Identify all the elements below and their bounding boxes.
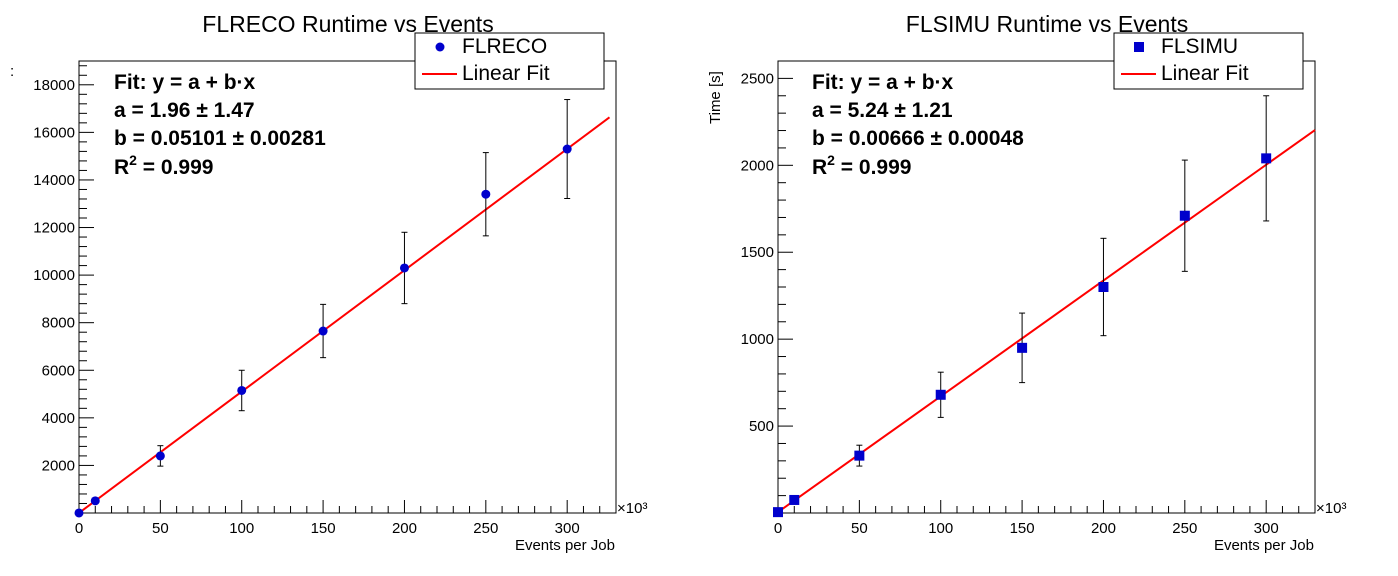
chart-panel-flsimu: FLSIMU Runtime vs Events Time [s] 0 50 100… bbox=[707, 11, 1346, 554]
y-tick-label: 1000 bbox=[741, 331, 774, 348]
legend-box bbox=[414, 32, 605, 90]
fit-param-b: b = 0.00666 ± 0.00048 bbox=[812, 127, 1024, 150]
data-point bbox=[562, 144, 572, 154]
x-tick-label: 100 bbox=[928, 520, 953, 537]
data-point bbox=[237, 385, 247, 395]
y-tick-label: 2500 bbox=[741, 70, 774, 87]
x-tick-label: 0 bbox=[774, 520, 782, 537]
data-point bbox=[789, 494, 800, 505]
x-tick-label: 200 bbox=[1091, 520, 1116, 537]
plot-frame bbox=[78, 60, 617, 514]
y-tick-label: 8000 bbox=[42, 315, 75, 332]
legend-fit-label: Linear Fit bbox=[462, 62, 550, 85]
x-axis-label: Events per Job bbox=[515, 537, 615, 554]
y-tick-label: 18000 bbox=[33, 77, 75, 94]
y-axis-label: Time [s] bbox=[707, 71, 724, 124]
x-multiplier-label: ×10³ bbox=[617, 500, 647, 517]
data-points-group bbox=[773, 95, 1272, 518]
data-point bbox=[155, 451, 165, 461]
x-tick-label: 200 bbox=[392, 520, 417, 537]
x-tick-label: 50 bbox=[851, 520, 868, 537]
data-point bbox=[90, 496, 100, 506]
x-tick-label: 300 bbox=[1254, 520, 1279, 537]
x-tick-label: 300 bbox=[555, 520, 580, 537]
data-point bbox=[1017, 342, 1028, 353]
data-point bbox=[1179, 210, 1190, 221]
fit-r-squared: R2 = 0.999 bbox=[812, 152, 911, 179]
y-tick-label: 4000 bbox=[42, 410, 75, 427]
y-tick-label: 500 bbox=[749, 418, 774, 435]
y-axis-label-fragment: : bbox=[10, 63, 14, 80]
legend-box bbox=[1113, 32, 1304, 90]
y-tick-label: 12000 bbox=[33, 220, 75, 237]
y-tick-label: 1500 bbox=[741, 244, 774, 261]
fit-param-a: a = 5.24 ± 1.21 bbox=[812, 99, 953, 122]
data-point bbox=[318, 326, 328, 336]
fit-param-b: b = 0.05101 ± 0.00281 bbox=[114, 127, 326, 150]
y-tick-label: 2000 bbox=[42, 457, 75, 474]
x-tick-label: 250 bbox=[473, 520, 498, 537]
legend-series-label: FLSIMU bbox=[1161, 35, 1238, 58]
axes: 0 50 100 150 200 250 300 2000 4000 6000 8000 10000 1… bbox=[33, 65, 617, 537]
axes: 0 50 100 150 200 250 300 500 1000 1500 2000 2500 bbox=[741, 60, 1316, 537]
legend: FLSIMU Linear Fit bbox=[1113, 32, 1304, 90]
data-point bbox=[74, 508, 84, 518]
x-axis-label: Events per Job bbox=[1214, 537, 1314, 554]
fit-line-group bbox=[78, 116, 611, 514]
fit-r-squared: R2 = 0.999 bbox=[114, 152, 213, 179]
y-tick-label: 16000 bbox=[33, 124, 75, 141]
fit-param-a: a = 1.96 ± 1.47 bbox=[114, 99, 255, 122]
fit-line-group bbox=[777, 129, 1316, 513]
data-point bbox=[1098, 282, 1109, 292]
fit-stats-box: Fit: y = a + b·x a = 5.24 ± 1.21 b = 0.0… bbox=[812, 71, 1024, 179]
data-point bbox=[399, 263, 409, 273]
fit-equation: Fit: y = a + b·x bbox=[114, 71, 256, 94]
legend-marker-circle-icon bbox=[435, 42, 445, 52]
fit-equation: Fit: y = a + b·x bbox=[812, 71, 954, 94]
legend-marker-square-icon bbox=[1134, 42, 1144, 52]
legend-fit-label: Linear Fit bbox=[1161, 62, 1249, 85]
data-point bbox=[1261, 153, 1272, 164]
fit-line bbox=[78, 116, 611, 514]
fit-line bbox=[777, 129, 1316, 513]
x-tick-label: 100 bbox=[229, 520, 254, 537]
y-tick-label: 14000 bbox=[33, 172, 75, 189]
data-point bbox=[935, 389, 946, 400]
chart-panel-flreco: FLRECO Runtime vs Events : 0 50 100 150 200 2… bbox=[10, 11, 647, 554]
data-point bbox=[481, 189, 491, 199]
y-tick-label: 6000 bbox=[42, 362, 75, 379]
x-tick-label: 250 bbox=[1172, 520, 1197, 537]
y-tick-label: 10000 bbox=[33, 267, 75, 284]
data-point bbox=[773, 507, 783, 518]
x-tick-label: 150 bbox=[1010, 520, 1035, 537]
data-points-group bbox=[74, 99, 572, 518]
x-tick-label: 0 bbox=[75, 520, 83, 537]
x-tick-label: 50 bbox=[152, 520, 169, 537]
legend: FLRECO Linear Fit bbox=[414, 32, 605, 90]
fit-stats-box: Fit: y = a + b·x a = 1.96 ± 1.47 b = 0.0… bbox=[114, 71, 326, 179]
y-tick-label: 2000 bbox=[741, 157, 774, 174]
x-tick-label: 150 bbox=[311, 520, 336, 537]
x-multiplier-label: ×10³ bbox=[1316, 500, 1346, 517]
data-point bbox=[854, 450, 865, 461]
legend-series-label: FLRECO bbox=[462, 35, 547, 58]
